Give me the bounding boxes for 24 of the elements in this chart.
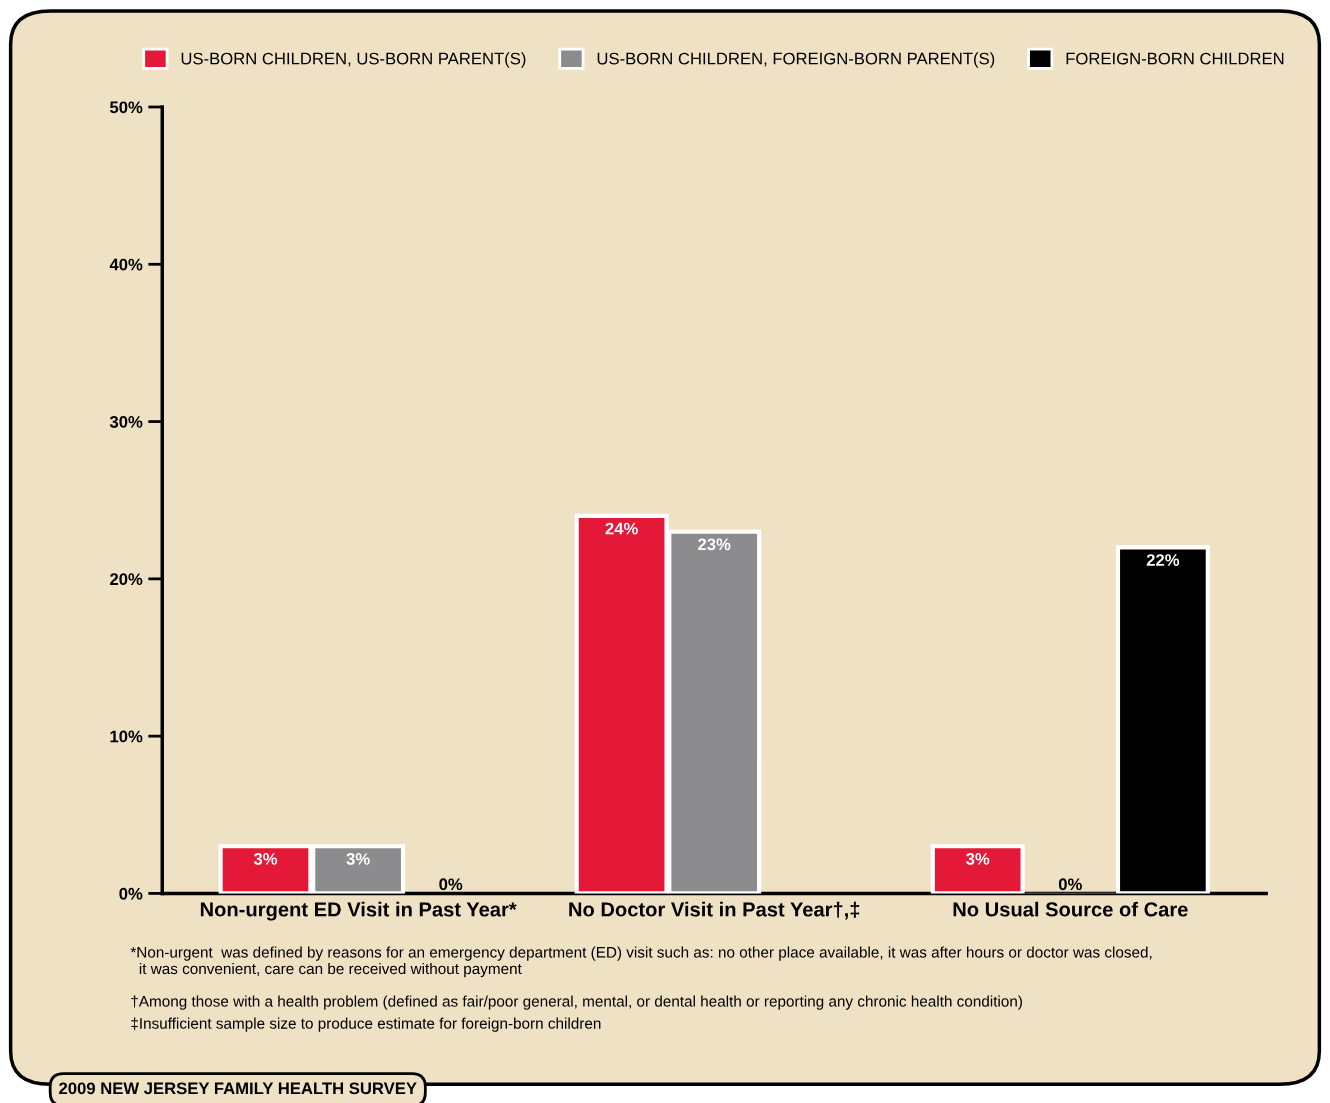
y-tick-label: 0% bbox=[119, 887, 143, 900]
data-label: 23% bbox=[698, 538, 731, 551]
data-label: 3% bbox=[253, 852, 278, 865]
y-tick-label: 40% bbox=[109, 258, 143, 271]
data-label: 22% bbox=[1146, 554, 1180, 566]
legend-label: FOREIGN-BORN CHILDREN bbox=[1066, 52, 1284, 65]
y-tick-label: 20% bbox=[110, 573, 143, 586]
data-label: 0% bbox=[439, 878, 463, 891]
y-tick-label: 50% bbox=[109, 101, 143, 114]
x-tick-label: No Usual Source of Care bbox=[953, 901, 1188, 917]
y-tick-label: 30% bbox=[109, 415, 143, 428]
text: †Among those with a health problem (defined as fair/poor general, mental, or dental health or reporting any chronic health condition) bbox=[131, 995, 1022, 1010]
y-tick-label: 10% bbox=[110, 730, 143, 743]
legend-label: US-BORN CHILDREN, FOREIGN-BORN PARENT(S) bbox=[597, 52, 995, 68]
x-tick-label: Non-urgent ED Visit in Past Year* bbox=[200, 901, 517, 921]
text: ‡Insufficient sample size to produce estimate for foreign-born children bbox=[131, 1017, 601, 1032]
data-label: 24% bbox=[605, 522, 638, 535]
text: *Non-urgent was defined by reasons for an emergency department (ED) visit such as: no other place available, it was after hours or doctor was closed, it was convenient, care can be received without payment bbox=[130, 946, 1152, 978]
data-label: 0% bbox=[1058, 878, 1082, 891]
data-label: 3% bbox=[966, 852, 990, 865]
x-tick-label: No Doctor Visit in Past Year†,‡ bbox=[569, 901, 860, 920]
legend-label: US-BORN CHILDREN, US-BORN PARENT(S) bbox=[181, 52, 526, 68]
data-label: 3% bbox=[346, 852, 370, 865]
text: 2009 NEW JERSEY FAMILY HEALTH SURVEY bbox=[59, 1082, 417, 1095]
